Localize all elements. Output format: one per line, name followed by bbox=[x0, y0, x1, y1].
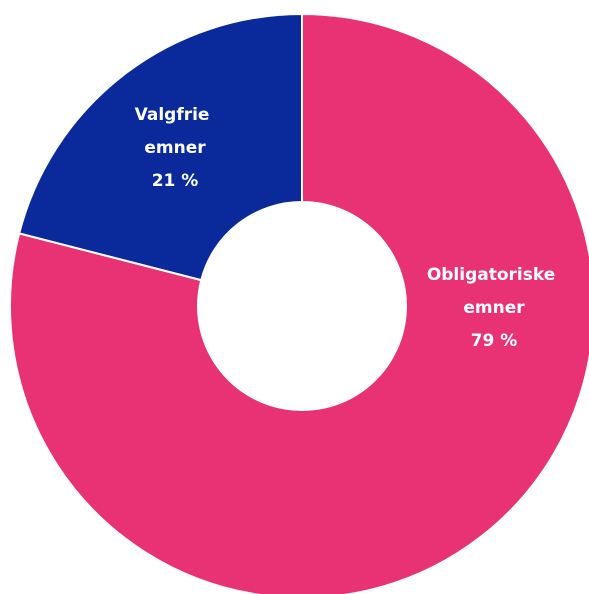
donut-slice bbox=[9, 12, 589, 594]
slice-label-line: Valgfrie bbox=[135, 105, 216, 125]
donut-slice bbox=[17, 12, 303, 282]
value-label: 21 % bbox=[152, 171, 199, 191]
slice-label-line: emner bbox=[144, 138, 206, 158]
slice-label: Obligatoriske emner bbox=[427, 265, 561, 318]
slice-label: Valgfrie emner bbox=[135, 105, 216, 158]
slice-label-line: emner bbox=[463, 298, 525, 318]
value-label: 79 % bbox=[471, 331, 518, 351]
slice-label-line: Obligatoriske bbox=[427, 265, 561, 285]
